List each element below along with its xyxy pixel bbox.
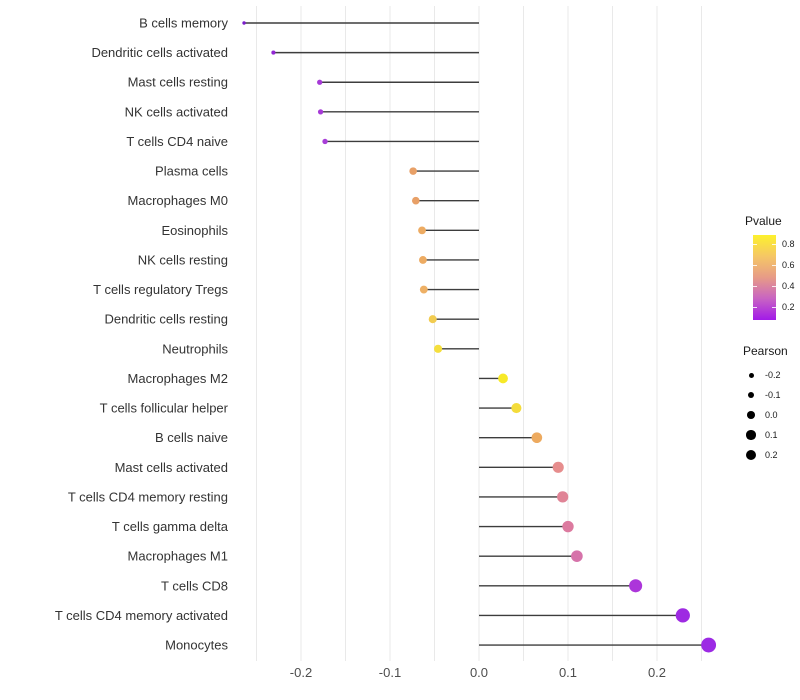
ylabel-macrophages-m1: Macrophages M1 — [128, 549, 228, 564]
x-tick-label: 0.1 — [559, 665, 577, 680]
ylabel-t-cells-cd4-naive: T cells CD4 naive — [126, 134, 228, 149]
pearson-key-dot — [748, 372, 754, 378]
dot-eosinophils — [418, 226, 426, 235]
ylabel-plasma-cells: Plasma cells — [155, 164, 228, 179]
ylabel-t-cells-cd4-memory-resting: T cells CD4 memory resting — [68, 489, 228, 504]
pearson-key-label: -0.2 — [765, 370, 781, 380]
dot-nk-cells-resting — [419, 256, 427, 264]
pvalue-tick-mark — [753, 244, 757, 246]
ylabel-dendritic-cells-activated: Dendritic cells activated — [91, 45, 228, 60]
pearson-key-dot-col — [743, 449, 759, 461]
dot-macrophages-m1 — [571, 550, 583, 562]
dot-t-cells-regulatory-tregs — [419, 285, 428, 294]
ylabel-dendritic-cells-resting: Dendritic cells resting — [104, 312, 228, 327]
pearson-key-row: 0.2 — [743, 445, 788, 465]
dot-t-cells-gamma-delta — [562, 520, 574, 533]
pvalue-tick-label: 0.2 — [782, 301, 795, 312]
pearson-key-dot — [747, 411, 755, 419]
dot-dendritic-cells-activated — [271, 50, 276, 55]
pvalue-tick-label: 0.8 — [782, 239, 795, 250]
pvalue-tick-mark — [753, 265, 757, 267]
pearson-key-dot-col — [743, 372, 759, 378]
ylabel-neutrophils: Neutrophils — [162, 341, 228, 356]
pearson-key-label: 0.1 — [765, 430, 778, 440]
ylabel-mast-cells-activated: Mast cells activated — [115, 460, 228, 475]
dot-macrophages-m2 — [498, 373, 508, 384]
ylabel-t-cells-cd4-memory-activated: T cells CD4 memory activated — [55, 608, 228, 623]
x-tick-label: -0.1 — [379, 665, 401, 680]
ylabel-b-cells-memory: B cells memory — [139, 16, 228, 31]
ylabel-t-cells-cd8: T cells CD8 — [161, 578, 228, 593]
pearson-key-label: 0.0 — [765, 410, 778, 420]
ylabel-t-cells-gamma-delta: T cells gamma delta — [112, 519, 229, 534]
dot-t-cells-cd4-naive — [322, 138, 328, 145]
dot-t-cells-cd4-memory-activated — [675, 608, 690, 623]
ylabel-macrophages-m2: Macrophages M2 — [128, 371, 228, 386]
dot-monocytes — [701, 637, 717, 653]
pearson-key-dot — [745, 449, 757, 461]
dot-mast-cells-activated — [552, 461, 564, 473]
pearson-key-dot — [747, 391, 755, 399]
ylabel-b-cells-naive: B cells naive — [155, 430, 228, 445]
pearson-legend-title: Pearson — [743, 344, 788, 358]
pearson-key-row: -0.2 — [743, 365, 788, 385]
pearson-key-dot — [746, 430, 756, 440]
dot-nk-cells-activated — [317, 109, 324, 115]
x-tick-label: 0.0 — [470, 665, 488, 680]
pearson-key-dot-col — [743, 430, 759, 440]
pvalue-tick-mark — [772, 306, 776, 308]
ylabel-monocytes: Monocytes — [165, 638, 228, 653]
ylabel-t-cells-regulatory-tregs: T cells regulatory Tregs — [93, 282, 228, 297]
dot-t-cells-follicular-helper — [511, 402, 522, 414]
dot-dendritic-cells-resting — [428, 315, 437, 324]
pearson-legend: Pearson -0.2 -0.1 0.0 0.1 0.2 — [743, 344, 788, 465]
pearson-key-label: 0.2 — [765, 450, 778, 460]
pearson-key-dot-col — [743, 411, 759, 419]
pvalue-tick-label: 0.4 — [782, 281, 795, 292]
pearson-key-row: 0.1 — [743, 425, 788, 445]
pvalue-colorbar-wrap: 0.8 0.6 0.4 0.2 — [745, 235, 800, 325]
pvalue-tick-mark — [772, 244, 776, 246]
dot-t-cells-cd8 — [629, 579, 643, 593]
ylabel-eosinophils: Eosinophils — [162, 223, 229, 238]
ylabel-nk-cells-resting: NK cells resting — [138, 252, 228, 267]
pearson-key-row: 0.0 — [743, 405, 788, 425]
dot-t-cells-cd4-memory-resting — [557, 491, 569, 503]
pvalue-legend: Pvalue 0.8 0.6 0.4 0.2 — [745, 214, 800, 325]
pvalue-tick-mark — [772, 265, 776, 267]
pearson-key-label: -0.1 — [765, 390, 781, 400]
pearson-key-dot-col — [743, 391, 759, 399]
x-tick-label: 0.2 — [648, 665, 666, 680]
dot-plasma-cells — [409, 167, 417, 175]
dot-mast-cells-resting — [317, 79, 323, 85]
pvalue-tick-mark — [772, 286, 776, 288]
pvalue-legend-title: Pvalue — [745, 214, 782, 228]
ylabel-macrophages-m0: Macrophages M0 — [128, 193, 228, 208]
pvalue-tick-label: 0.6 — [782, 260, 795, 271]
ylabel-nk-cells-activated: NK cells activated — [125, 104, 228, 119]
dot-b-cells-memory — [242, 21, 246, 25]
pvalue-tick-mark — [753, 306, 757, 308]
ylabel-t-cells-follicular-helper: T cells follicular helper — [100, 401, 229, 416]
pearson-key-row: -0.1 — [743, 385, 788, 405]
dot-b-cells-naive — [531, 432, 543, 443]
pvalue-tick-mark — [753, 286, 757, 288]
pvalue-colorbar — [753, 235, 776, 320]
x-tick-label: -0.2 — [290, 665, 312, 680]
dot-macrophages-m0 — [411, 196, 420, 205]
ylabel-mast-cells-resting: Mast cells resting — [128, 75, 228, 90]
dot-neutrophils — [433, 344, 443, 353]
